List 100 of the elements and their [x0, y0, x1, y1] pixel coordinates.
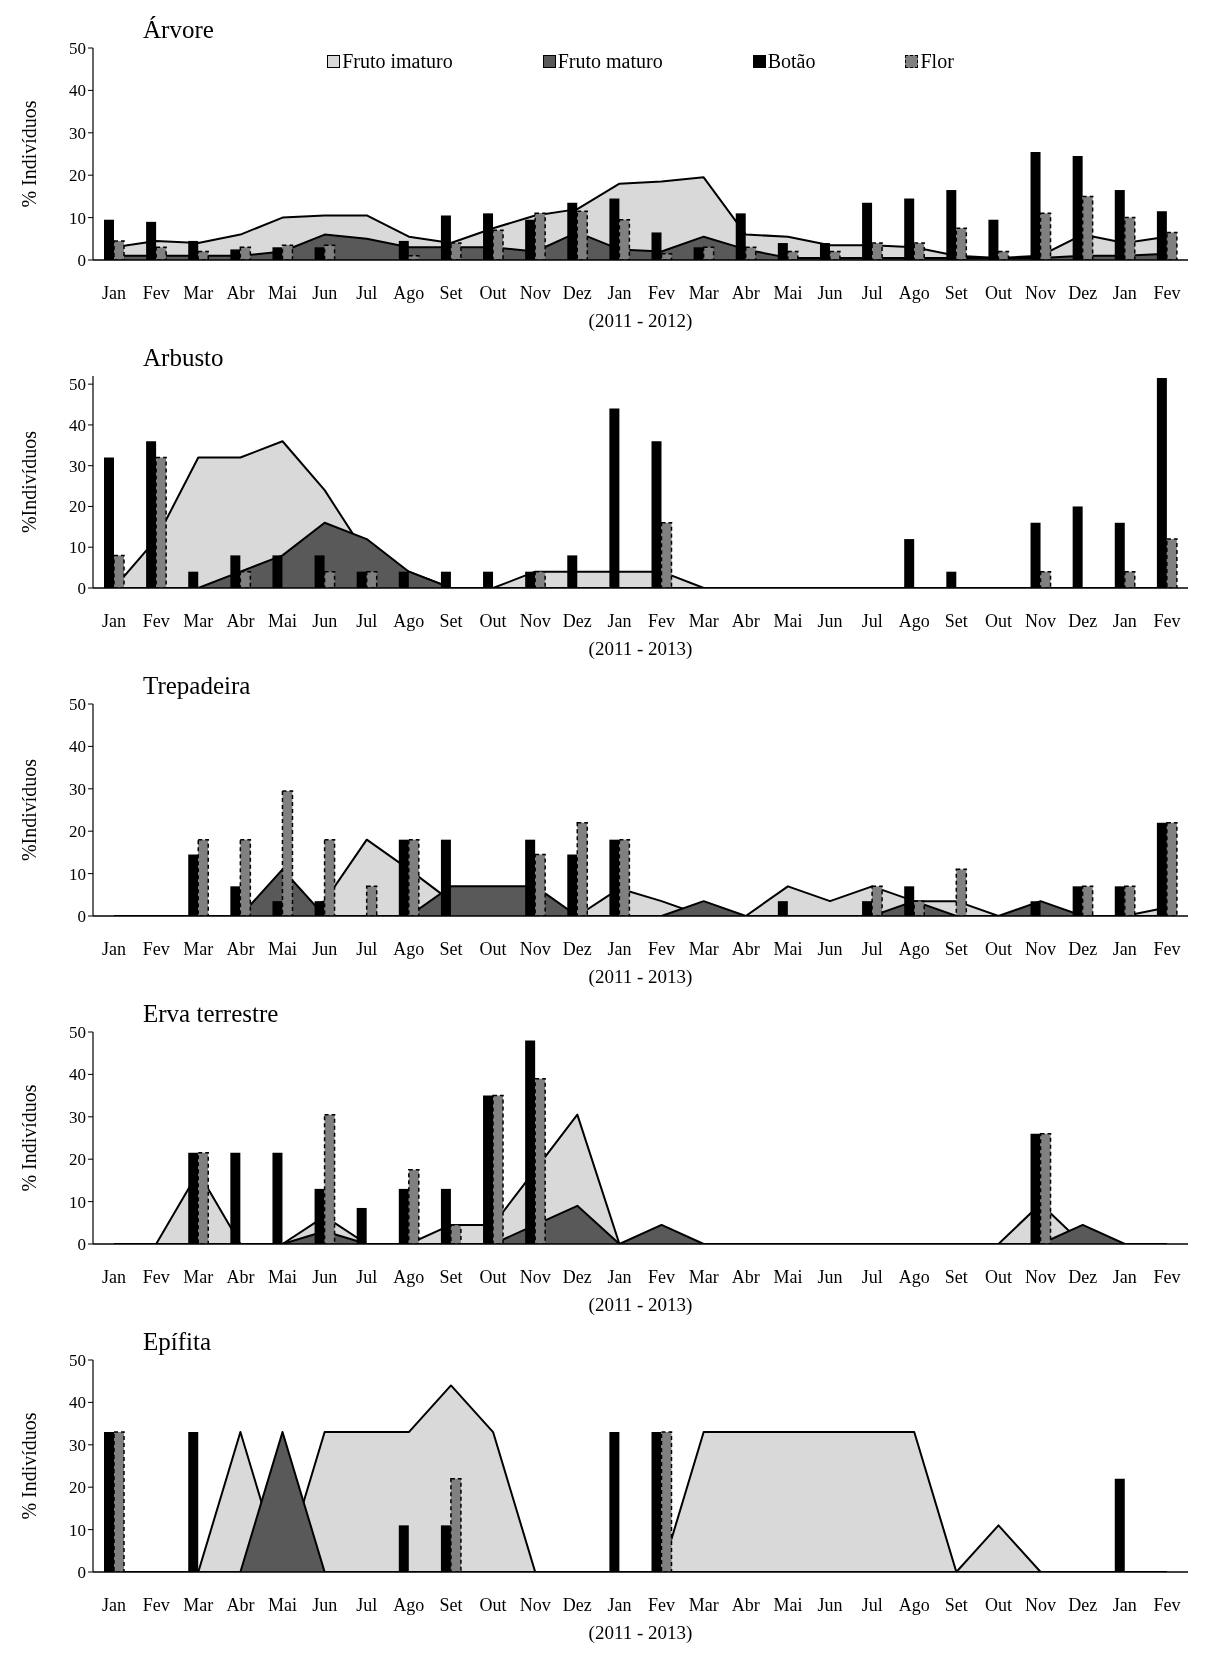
x-tick-label: Fev [648, 1266, 676, 1287]
y-tick-label: 0 [77, 1563, 86, 1583]
x-tick-label: Out [479, 1594, 507, 1615]
x-tick-label: Fev [142, 1266, 170, 1287]
x-tick-label: Jan [1112, 282, 1137, 303]
x-axis-title: (2011 - 2013) [588, 638, 693, 660]
x-tick-label: Jan [607, 1266, 632, 1287]
x-tick-label: Mar [688, 1266, 719, 1287]
y-tick-label: 50 [69, 1351, 86, 1371]
x-tick-label: Jan [1112, 1266, 1137, 1287]
x-axis-title: (2011 - 2012) [588, 310, 693, 332]
x-tick-label: Ago [393, 1266, 425, 1287]
y-axis-title: % Indivíduos [18, 1412, 41, 1520]
x-tick-label: Mai [268, 1266, 298, 1287]
x-tick-label: Jun [312, 938, 338, 959]
x-tick-label: Dez [562, 282, 592, 303]
x-tick-label: Jul [861, 1594, 883, 1615]
x-tick-label: Abr [731, 282, 760, 303]
x-tick-label: Jun [817, 1594, 843, 1615]
x-tick-label: Jun [817, 610, 843, 631]
y-tick-label: 40 [69, 415, 86, 435]
chart-title: Epífita [143, 1328, 212, 1356]
x-tick-label: Ago [898, 1266, 930, 1287]
x-tick-label: Mai [773, 1266, 803, 1287]
y-tick-label: 0 [77, 1235, 86, 1255]
x-tick-label: Set [944, 1594, 968, 1615]
legend-label: Fruto imaturo [342, 50, 453, 73]
x-tick-label: Abr [731, 1266, 760, 1287]
x-tick-label: Abr [226, 282, 255, 303]
x-tick-label: Out [479, 610, 507, 631]
x-tick-label: Mar [183, 1266, 214, 1287]
x-tick-label: Ago [393, 282, 425, 303]
x-tick-label: Nov [1025, 1266, 1057, 1287]
y-axis-title: % Indivíduos [18, 1084, 41, 1192]
x-tick-label: Jan [1112, 1594, 1137, 1615]
x-tick-label: Mai [268, 1594, 298, 1615]
x-tick-label: Fev [648, 1594, 676, 1615]
x-tick-label: Set [944, 938, 968, 959]
x-tick-label: Set [439, 282, 463, 303]
x-tick-label: Jun [817, 282, 843, 303]
x-tick-label: Dez [1068, 1594, 1098, 1615]
y-tick-label: 40 [69, 737, 86, 757]
x-tick-label: Dez [562, 1594, 592, 1615]
x-tick-label: Dez [562, 938, 592, 959]
x-tick-label: Abr [226, 610, 255, 631]
y-tick-label: 50 [69, 695, 86, 715]
y-axis-title: % Indivíduos [18, 100, 41, 208]
x-tick-label: Fev [1153, 610, 1181, 631]
x-tick-label: Jan [607, 282, 632, 303]
x-tick-label: Nov [519, 1266, 551, 1287]
x-tick-label: Jul [356, 610, 378, 631]
x-tick-label: Nov [1025, 610, 1057, 631]
x-tick-label: Ago [898, 938, 930, 959]
y-tick-label: 30 [69, 456, 86, 476]
x-tick-label: Out [984, 1594, 1012, 1615]
x-tick-label: Jun [817, 938, 843, 959]
x-tick-label: Mar [183, 610, 214, 631]
x-tick-label: Fev [648, 938, 676, 959]
x-tick-label: Nov [519, 282, 551, 303]
y-tick-label: 10 [69, 208, 86, 228]
x-tick-label: Abr [731, 610, 760, 631]
x-tick-label: Jun [312, 282, 338, 303]
x-tick-label: Mai [773, 1594, 803, 1615]
x-tick-label: Ago [898, 282, 930, 303]
x-tick-label: Nov [519, 610, 551, 631]
x-tick-label: Fev [1153, 1594, 1181, 1615]
y-axis-title: %Indivíduos [18, 758, 41, 862]
x-tick-label: Dez [1068, 1266, 1098, 1287]
x-tick-label: Mar [688, 610, 719, 631]
x-tick-label: Ago [898, 610, 930, 631]
y-tick-label: 30 [69, 1435, 86, 1455]
x-tick-label: Set [439, 1594, 463, 1615]
chart-title: Erva terrestre [143, 1000, 279, 1028]
x-tick-label: Nov [1025, 938, 1057, 959]
x-tick-label: Jan [102, 282, 127, 303]
y-tick-label: 10 [69, 864, 86, 884]
y-tick-label: 10 [69, 1192, 86, 1212]
y-tick-label: 10 [69, 538, 86, 558]
x-tick-label: Jan [607, 610, 632, 631]
y-axis-title: %Indivíduos [18, 430, 41, 534]
x-tick-label: Fev [1153, 1266, 1181, 1287]
x-tick-label: Jul [356, 1594, 378, 1615]
x-tick-label: Mar [183, 1594, 214, 1615]
y-tick-label: 40 [69, 1393, 86, 1413]
x-tick-label: Jan [1112, 938, 1137, 959]
x-tick-label: Mar [688, 938, 719, 959]
x-tick-label: Set [944, 282, 968, 303]
x-tick-label: Dez [562, 1266, 592, 1287]
x-tick-label: Fev [142, 938, 170, 959]
x-tick-label: Set [439, 610, 463, 631]
y-tick-label: 30 [69, 1107, 86, 1127]
x-tick-label: Abr [731, 938, 760, 959]
y-tick-label: 20 [69, 1150, 86, 1170]
x-tick-label: Jul [861, 1266, 883, 1287]
x-tick-label: Jul [356, 1266, 378, 1287]
x-tick-label: Out [984, 938, 1012, 959]
y-tick-label: 0 [77, 579, 86, 599]
chart-title: Arbusto [143, 344, 224, 372]
chart-title: Árvore [143, 16, 214, 44]
x-tick-label: Jan [607, 938, 632, 959]
